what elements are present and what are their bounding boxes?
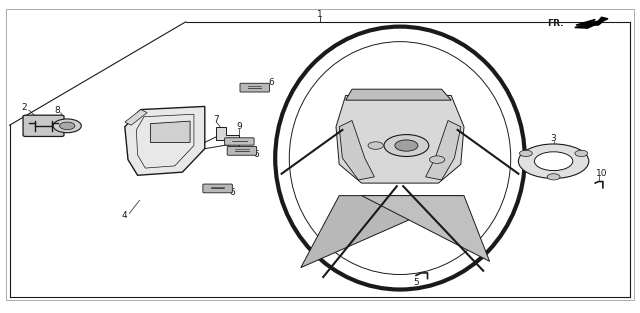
Polygon shape [125, 110, 147, 125]
Circle shape [384, 135, 429, 156]
Circle shape [518, 144, 589, 178]
Circle shape [575, 150, 588, 156]
Text: 4: 4 [122, 212, 127, 220]
Text: 6: 6 [229, 188, 235, 197]
Text: 8: 8 [55, 106, 60, 115]
Text: 6: 6 [253, 151, 259, 159]
FancyBboxPatch shape [225, 138, 254, 145]
Ellipse shape [289, 42, 511, 275]
FancyBboxPatch shape [240, 83, 269, 92]
Text: 3: 3 [551, 134, 556, 143]
Polygon shape [362, 196, 490, 261]
Text: 9: 9 [237, 122, 242, 131]
Polygon shape [216, 127, 239, 148]
Polygon shape [301, 196, 464, 268]
Text: 1: 1 [317, 10, 323, 18]
Polygon shape [339, 121, 374, 180]
Text: 7: 7 [214, 115, 219, 124]
Circle shape [520, 150, 532, 156]
Polygon shape [426, 121, 461, 180]
Polygon shape [575, 17, 608, 28]
FancyBboxPatch shape [227, 146, 257, 155]
Polygon shape [346, 89, 451, 100]
Text: 5: 5 [413, 278, 419, 287]
Circle shape [395, 140, 418, 151]
Text: FR.: FR. [547, 19, 564, 28]
Polygon shape [336, 95, 464, 183]
Circle shape [368, 142, 383, 149]
FancyBboxPatch shape [23, 115, 64, 136]
Text: 2: 2 [22, 104, 27, 112]
FancyBboxPatch shape [203, 184, 232, 193]
Text: 10: 10 [596, 169, 607, 178]
Circle shape [53, 119, 81, 133]
Ellipse shape [275, 27, 525, 290]
Polygon shape [576, 19, 602, 25]
Circle shape [429, 156, 445, 163]
Circle shape [547, 174, 560, 180]
Text: 6: 6 [269, 79, 275, 87]
Circle shape [60, 122, 75, 130]
Polygon shape [125, 106, 205, 175]
Circle shape [534, 152, 573, 171]
Polygon shape [150, 121, 190, 142]
